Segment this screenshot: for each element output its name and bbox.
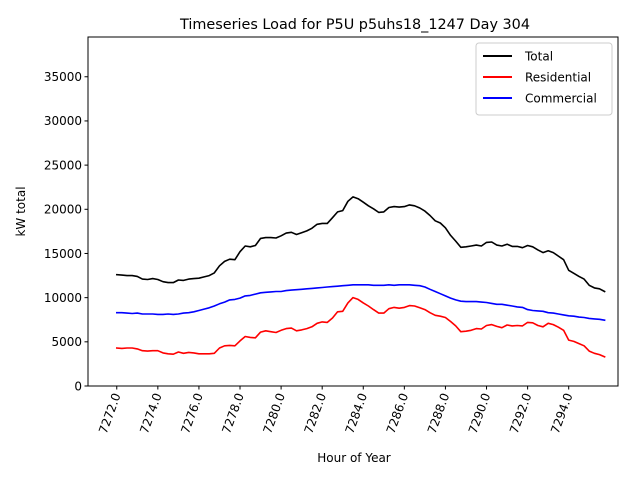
legend-label-commercial: Commercial <box>525 92 597 106</box>
y-tick-label: 35000 <box>44 70 82 84</box>
y-tick-label: 0 <box>74 379 82 393</box>
axes-frame <box>87 36 619 387</box>
y-tick-label: 5000 <box>51 335 82 349</box>
series-line-total <box>115 196 606 293</box>
legend-label-residential: Residential <box>525 71 591 85</box>
legend-label-total: Total <box>524 50 553 64</box>
y-tick-label: 25000 <box>44 158 82 172</box>
series-lines <box>115 196 606 358</box>
y-tick-label: 20000 <box>44 203 82 217</box>
series-line-residential <box>115 296 606 358</box>
x-axis-title: Hour of Year <box>317 451 391 465</box>
y-tick-label: 15000 <box>44 247 82 261</box>
legend[interactable]: Total Residential Commercial <box>475 42 613 116</box>
y-tick-label: 10000 <box>44 291 82 305</box>
series-line-commercial <box>116 283 606 322</box>
plot-area <box>87 36 619 387</box>
y-axis-title: kW total <box>14 186 28 236</box>
y-tick-label: 30000 <box>44 114 82 128</box>
chart-title: Timeseries Load for P5U p5uhs18_1247 Day… <box>179 17 530 33</box>
y-axis: 0 5000 10000 15000 20000 25000 30000 35000 <box>44 70 88 393</box>
